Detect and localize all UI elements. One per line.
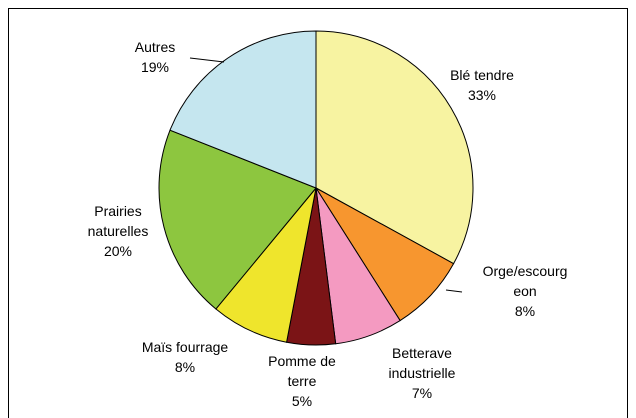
slice-label: Betterave industrielle: [389, 345, 456, 381]
value-label: 8%: [515, 303, 535, 319]
slice-label: Prairies naturelles: [88, 203, 149, 239]
slice-label: Pomme de terre: [268, 353, 336, 389]
label-line: Pomme de: [268, 353, 336, 369]
slice-label: Blé tendre: [450, 67, 514, 83]
value-label: 5%: [292, 393, 312, 409]
label-line: naturelles: [88, 223, 149, 239]
label-line: Prairies: [94, 203, 141, 219]
leader-line: [189, 57, 225, 63]
pie-slice: [169, 30, 317, 189]
label-line: Autres: [135, 39, 175, 55]
value-label: 8%: [175, 359, 195, 375]
label-line: Orge/escourg: [483, 263, 568, 279]
label-line: Maïs fourrage: [142, 339, 229, 355]
leader-line: [445, 289, 463, 293]
label-line: terre: [288, 373, 317, 389]
value-label: 20%: [104, 243, 132, 259]
value-label: 33%: [468, 87, 496, 103]
value-label: 7%: [412, 385, 432, 401]
value-label: 19%: [141, 59, 169, 75]
label-line: eon: [513, 283, 536, 299]
slice-label: Orge/escourg eon: [483, 263, 568, 299]
pie-slice: [158, 129, 317, 310]
slice-label: Maïs fourrage: [142, 339, 229, 355]
label-line: Betterave: [392, 345, 452, 361]
slice-label: Autres: [135, 39, 175, 55]
label-line: Blé tendre: [450, 67, 514, 83]
pie-slice: [315, 30, 474, 265]
label-line: industrielle: [389, 365, 456, 381]
